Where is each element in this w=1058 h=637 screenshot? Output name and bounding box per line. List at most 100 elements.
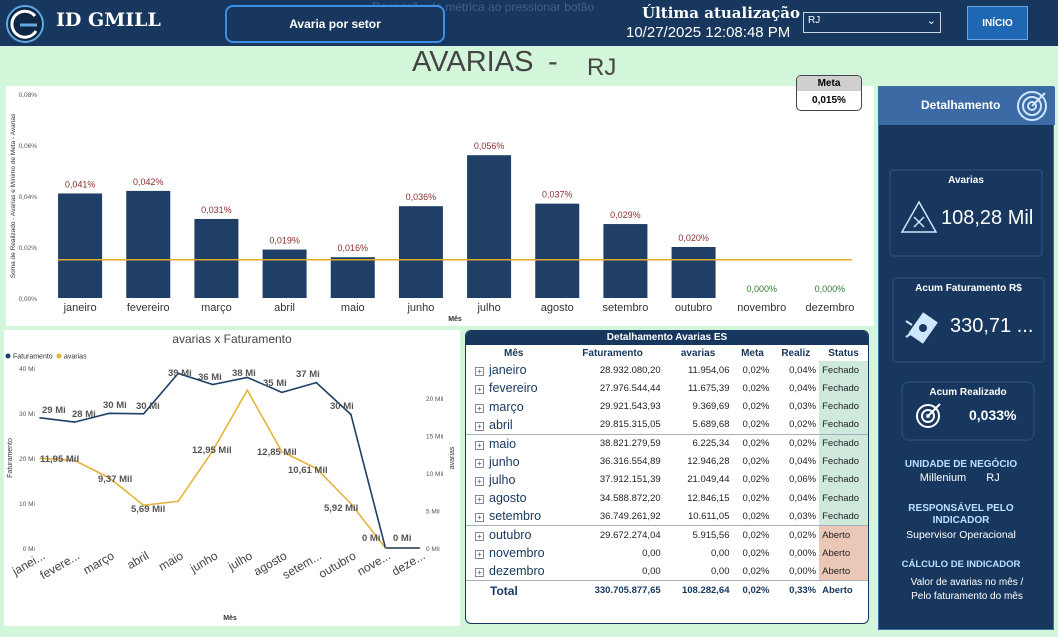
table-row[interactable]: + março 29.921.543,93 9.369,69 0,02% 0,03% Fec… xyxy=(466,397,868,416)
cell-faturamento: 27.976.544,44 xyxy=(599,382,661,394)
avarias-point xyxy=(73,459,76,462)
x-tick-label: fevereiro xyxy=(127,302,170,314)
x-tick-label: outubro xyxy=(316,548,359,581)
warning-icon xyxy=(900,200,938,233)
col-status[interactable]: Status xyxy=(828,347,859,359)
expand-icon[interactable]: + xyxy=(475,458,484,468)
cell-mes: + setembro xyxy=(466,507,562,527)
table-row[interactable]: + maio 38.821.279,59 6.225,34 0,02% 0,02% Fech… xyxy=(466,434,868,453)
cell-avarias: 5.915,56 xyxy=(692,529,730,541)
table-row[interactable]: + setembro 36.749.261,92 10.611,05 0,02% 0,03… xyxy=(466,507,868,527)
bar xyxy=(58,193,103,298)
table-row[interactable]: + novembro 0,00 0,00 0,02% 0,00% Aberto xyxy=(466,543,868,563)
avarias-point xyxy=(211,450,214,452)
cell-status: Fechado xyxy=(819,397,868,416)
y-right-tick-label: 10 Mil xyxy=(426,471,444,478)
col-meta[interactable]: Meta xyxy=(741,347,764,359)
table-row[interactable]: + outubro 29.672.274,04 5.915,56 0,02% 0,02% A… xyxy=(466,525,868,544)
total-cell: Aberto xyxy=(819,580,868,601)
y-right-tick-label: 15 Mil xyxy=(426,434,444,441)
expand-icon[interactable]: + xyxy=(475,550,484,560)
cell-mes-label: fevereiro xyxy=(489,381,538,396)
cell-status: Fechado xyxy=(819,507,868,527)
cell-mes: + maio xyxy=(466,434,562,452)
expand-icon[interactable]: + xyxy=(475,367,484,377)
bar xyxy=(330,257,375,298)
legend-marker xyxy=(56,353,62,359)
col-faturamento[interactable]: Faturamento xyxy=(582,347,643,359)
series-line-faturamento xyxy=(39,372,420,549)
total-label: Total xyxy=(466,580,562,601)
cell-meta: 0,02% xyxy=(742,456,770,468)
col-avarias[interactable]: avarias xyxy=(680,347,716,359)
kpi-faturamento-value: 330,71 ... xyxy=(950,315,1034,337)
x-tick-label: novembro xyxy=(737,302,786,314)
region-select-value: RJ xyxy=(808,15,821,26)
kpi-faturamento: Acum Faturamento R$ 330,71 ... xyxy=(892,277,1045,363)
table-row[interactable]: + janeiro 28.932.080,20 11.954,06 0,02% 0,04%… xyxy=(466,361,868,380)
cell-faturamento: 0,00 xyxy=(561,562,664,582)
kpi-realizado: Acum Realizado 0,033% xyxy=(901,381,1035,441)
faturamento-point xyxy=(73,421,76,423)
cell-status: Fechado xyxy=(819,434,868,453)
expand-icon[interactable]: + xyxy=(475,568,484,578)
region-select[interactable]: RJ ⌄ xyxy=(803,12,941,33)
table-row[interactable]: + fevereiro 27.976.544,44 11.675,39 0,02% 0,0… xyxy=(466,379,868,398)
y-left-axis-title: Faturamento xyxy=(7,438,14,478)
faturamento-point xyxy=(211,383,214,386)
expand-icon[interactable]: + xyxy=(475,403,484,413)
money-icon xyxy=(905,312,938,344)
bar xyxy=(603,224,648,298)
faturamento-data-label: 0 Mi xyxy=(362,533,380,544)
avarias-point xyxy=(246,389,249,391)
x-tick-label: setem... xyxy=(280,548,324,581)
cell-realiz: 0,03% xyxy=(789,401,817,413)
x-tick-label: deze... xyxy=(389,548,427,578)
cell-meta: 0,02% xyxy=(742,364,770,376)
x-tick-label: julho xyxy=(476,302,500,314)
unidade-title: UNIDADE DE NEGÓCIO xyxy=(904,459,1018,470)
col-realiz[interactable]: Realiz xyxy=(781,347,811,359)
series-line-avarias xyxy=(39,388,420,549)
cell-mes: + dezembro xyxy=(466,562,562,582)
expand-icon[interactable]: + xyxy=(475,421,484,431)
bar-data-label: 0,016% xyxy=(337,243,368,253)
table-total-row: Total 330.705.877,65 108.282,64 0,02% 0,33% A… xyxy=(466,580,868,601)
faturamento-data-label: 28 Mi xyxy=(72,409,96,420)
faturamento-point xyxy=(315,381,318,384)
avarias-data-label: 11,95 Mil xyxy=(40,454,79,465)
expand-icon[interactable]: + xyxy=(475,513,484,523)
cell-status: Fechado xyxy=(819,379,868,398)
bar-chart-card: 0,00% 0,02% 0,04% 0,06% 0,08% Soma de Realiza… xyxy=(6,86,874,326)
table-row[interactable]: + dezembro 0,00 0,00 0,02% 0,00% Aberto xyxy=(466,562,868,582)
faturamento-data-label: 35 Mi xyxy=(263,378,287,389)
avarias-point xyxy=(350,502,352,505)
cell-realiz: 0,04% xyxy=(789,456,817,468)
sector-button[interactable]: Avaria por setor xyxy=(225,5,445,43)
col-mes[interactable]: Mês xyxy=(504,347,524,359)
expand-icon[interactable]: + xyxy=(475,385,484,395)
expand-icon[interactable]: + xyxy=(475,532,484,542)
responsavel-title-1: RESPONSÁVEL PELO xyxy=(908,503,1014,514)
avarias-data-label: 9,37 Mil xyxy=(98,474,132,485)
cell-mes: + outubro xyxy=(466,526,562,544)
bar-data-label: 0,056% xyxy=(474,141,505,151)
faturamento-data-label: 30 Mi xyxy=(330,401,354,412)
cell-mes: + julho xyxy=(466,471,562,489)
x-tick-label: fevere... xyxy=(37,548,82,582)
home-button[interactable]: INÍCIO xyxy=(967,6,1028,40)
cell-faturamento: 29.672.274,04 xyxy=(599,529,661,541)
cell-mes-label: março xyxy=(489,399,524,414)
table-row[interactable]: + abril 29.815.315,05 5.689,68 0,02% 0,02% Fec… xyxy=(466,415,868,435)
table-row[interactable]: + junho 36.316.554,89 12.946,28 0,02% 0,04% Fe… xyxy=(466,452,868,471)
expand-icon[interactable]: + xyxy=(475,440,484,450)
cell-faturamento: 38.821.279,59 xyxy=(599,438,661,450)
unidade-name: Millenium xyxy=(919,472,967,484)
cell-realiz: 0,04% xyxy=(789,492,817,504)
expand-icon[interactable]: + xyxy=(475,476,484,486)
expand-icon[interactable]: + xyxy=(475,495,484,505)
cell-avarias: 9.369,69 xyxy=(692,401,730,413)
cell-realiz: 0,00% xyxy=(772,562,820,582)
table-row[interactable]: + julho 37.912.151,39 21.049,44 0,02% 0,06% Fe… xyxy=(466,470,868,490)
table-row[interactable]: + agosto 34.588.872,20 12.846,15 0,02% 0,04% F… xyxy=(466,489,868,508)
